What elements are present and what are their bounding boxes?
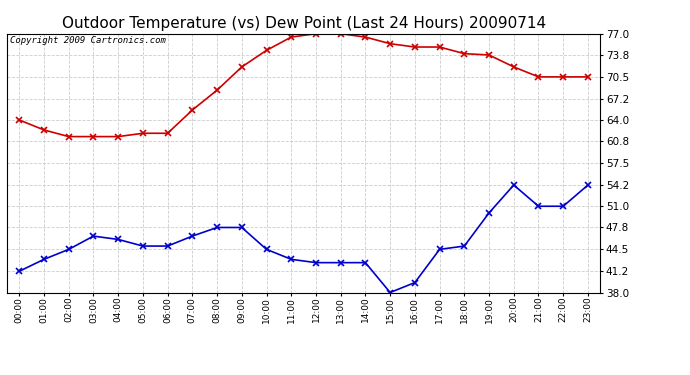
Text: Copyright 2009 Cartronics.com: Copyright 2009 Cartronics.com xyxy=(10,36,166,45)
Title: Outdoor Temperature (vs) Dew Point (Last 24 Hours) 20090714: Outdoor Temperature (vs) Dew Point (Last… xyxy=(61,16,546,31)
